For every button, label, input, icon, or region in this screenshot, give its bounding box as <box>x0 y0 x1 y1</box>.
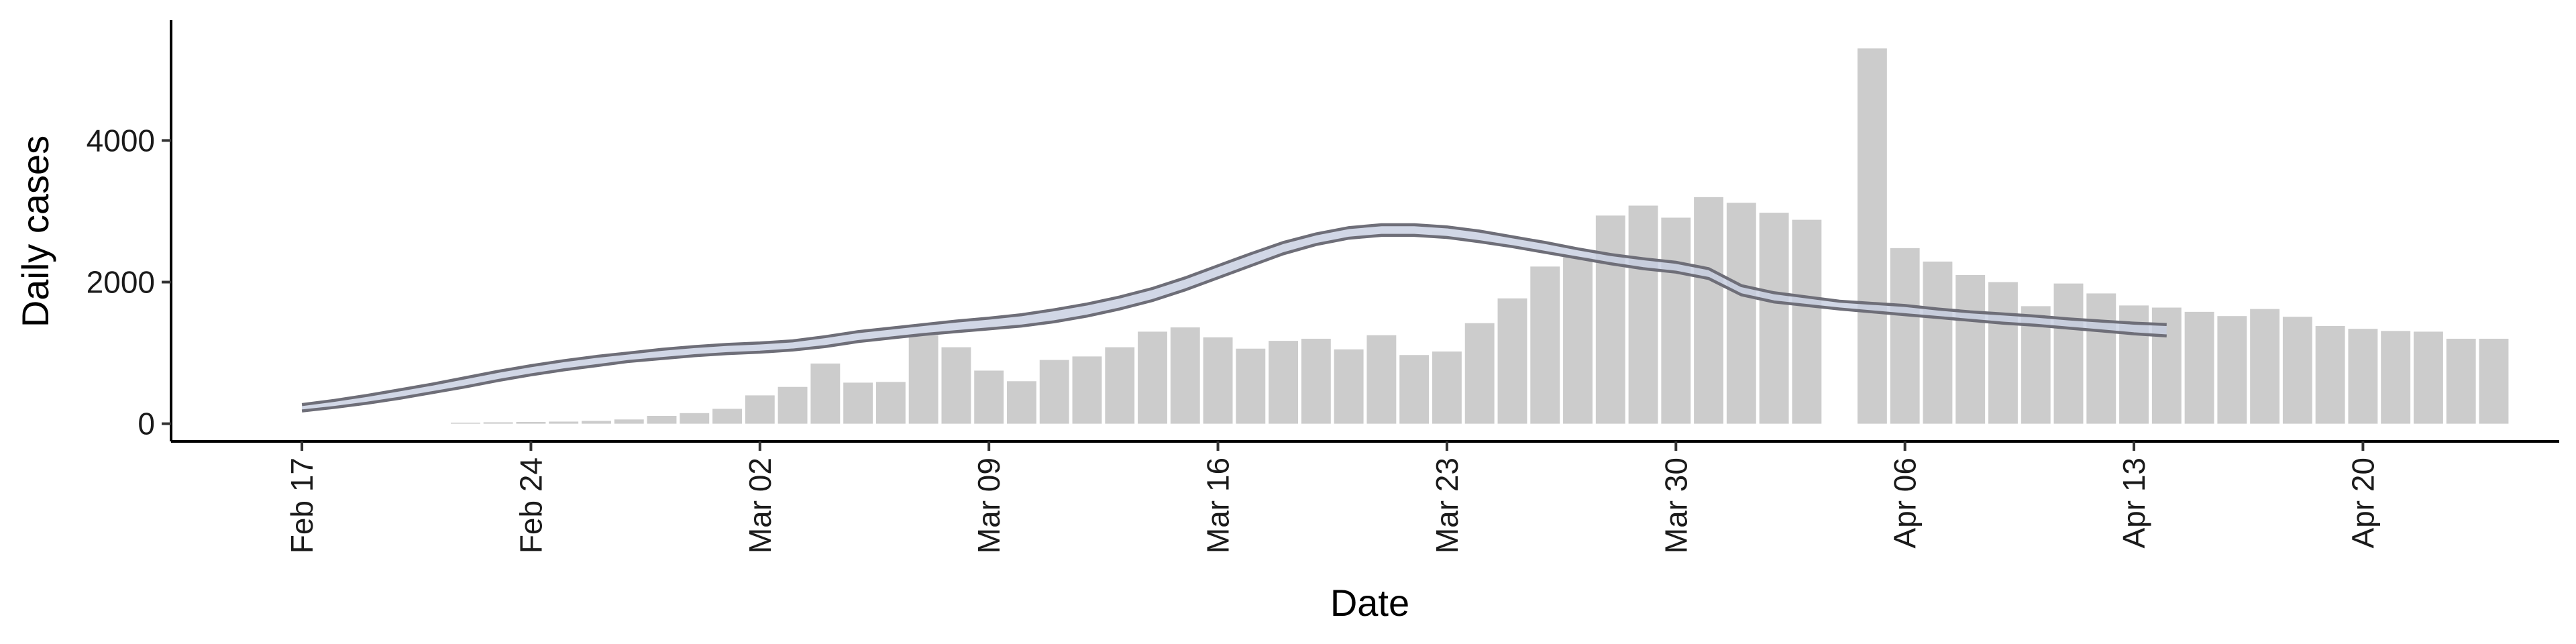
y-tick-label-0: 0 <box>138 407 155 441</box>
bar-2020-03-09 <box>974 370 1004 424</box>
bar-2020-03-20 <box>1334 349 1364 424</box>
y-axis-title: Daily cases <box>14 136 56 327</box>
bar-2020-02-29 <box>680 413 710 424</box>
bar-2020-03-29 <box>1628 205 1658 424</box>
bar-2020-03-22 <box>1399 355 1430 424</box>
bar-2020-04-15 <box>2184 311 2214 424</box>
bar-2020-03-12 <box>1072 356 1102 424</box>
bar-2020-03-11 <box>1039 360 1069 424</box>
bar-2020-03-06 <box>875 382 906 424</box>
bar-2020-02-27 <box>614 419 644 424</box>
bar-2020-02-26 <box>582 421 611 424</box>
daily-case-bars <box>450 48 2509 424</box>
bar-2020-02-22 <box>450 423 480 424</box>
bar-2020-03-07 <box>908 335 938 424</box>
bar-2020-03-16 <box>1203 337 1233 424</box>
bar-2020-03-25 <box>1497 298 1527 424</box>
bar-2020-03-17 <box>1236 348 1266 424</box>
x-tick-label-3: Mar 09 <box>971 458 1006 553</box>
x-tick-label-1: Feb 24 <box>513 458 548 553</box>
bar-2020-04-05 <box>1857 48 1887 424</box>
bar-2020-04-06 <box>1890 248 1920 424</box>
x-tick-label-9: Apr 20 <box>2345 458 2380 549</box>
estimate-band-fill <box>302 225 2167 411</box>
bar-2020-04-24 <box>2479 338 2509 424</box>
bar-2020-04-18 <box>2282 317 2312 424</box>
bar-2020-03-05 <box>843 382 873 424</box>
x-tick-label-5: Mar 23 <box>1430 458 1464 553</box>
bar-2020-03-19 <box>1301 338 1331 424</box>
bar-2020-02-25 <box>549 421 579 424</box>
bar-2020-03-02 <box>745 395 775 424</box>
bar-2020-03-14 <box>1138 331 1167 424</box>
bar-2020-04-03 <box>1792 219 1822 424</box>
x-tick-label-8: Apr 13 <box>2116 458 2151 549</box>
bar-2020-04-02 <box>1759 213 1789 424</box>
bar-2020-04-11 <box>2053 283 2084 424</box>
bar-2020-04-19 <box>2315 325 2345 424</box>
bar-2020-03-04 <box>810 363 841 424</box>
bar-2020-04-22 <box>2413 331 2443 424</box>
bar-2020-02-24 <box>516 421 546 424</box>
y-tick-label-2000: 2000 <box>87 265 155 300</box>
bar-2020-04-21 <box>2381 331 2411 424</box>
bar-2020-04-09 <box>1988 282 2018 424</box>
bar-2020-03-15 <box>1170 327 1200 424</box>
y-tick-label-4000: 4000 <box>87 123 155 158</box>
x-tick-label-0: Feb 17 <box>284 458 319 553</box>
x-axis-title: Date <box>1330 582 1409 624</box>
bar-2020-04-23 <box>2446 338 2476 424</box>
estimate-upper-line <box>301 223 2167 407</box>
bar-2020-03-28 <box>1595 215 1625 424</box>
estimate-lower-line <box>301 233 2167 413</box>
bar-2020-04-16 <box>2217 316 2247 424</box>
bar-2020-03-26 <box>1530 266 1560 424</box>
bar-2020-03-01 <box>712 409 742 424</box>
bar-2020-02-28 <box>647 416 677 424</box>
bar-2020-04-12 <box>2086 293 2116 424</box>
x-tick-label-6: Mar 30 <box>1658 458 1693 553</box>
bar-2020-03-24 <box>1464 323 1495 424</box>
bar-2020-03-27 <box>1563 257 1593 424</box>
x-tick-label-2: Mar 02 <box>743 458 777 553</box>
bar-2020-03-03 <box>777 386 808 424</box>
bar-2020-03-10 <box>1007 381 1036 424</box>
bar-2020-03-18 <box>1269 341 1299 424</box>
bar-2020-04-07 <box>1923 261 1953 424</box>
bar-2020-04-08 <box>1955 274 1986 424</box>
bar-2020-02-23 <box>483 422 513 424</box>
bar-2020-03-30 <box>1661 217 1691 424</box>
bar-2020-03-13 <box>1105 347 1135 424</box>
bar-2020-04-01 <box>1726 203 1756 424</box>
x-tick-label-7: Apr 06 <box>1888 458 1923 549</box>
estimate-band <box>301 223 2167 413</box>
axes: 0 2000 4000 Feb 17 Feb 24 Mar 02 Mar 09 Mar 16 M… <box>87 20 2559 553</box>
x-tick-label-4: Mar 16 <box>1201 458 1236 553</box>
bar-2020-03-21 <box>1366 335 1397 424</box>
bar-2020-03-08 <box>941 347 971 424</box>
bar-2020-04-20 <box>2348 329 2378 424</box>
bar-2020-03-31 <box>1694 197 1723 424</box>
bar-2020-03-23 <box>1432 351 1462 424</box>
bar-2020-04-17 <box>2250 309 2280 424</box>
